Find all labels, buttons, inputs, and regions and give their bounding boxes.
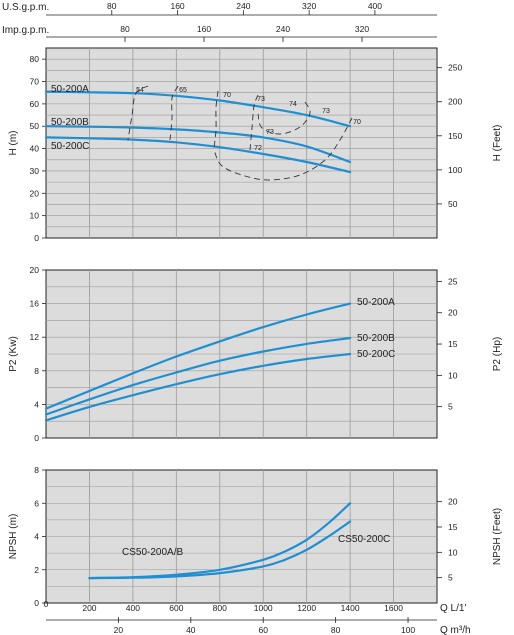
x-tick-label: 800: [213, 603, 227, 613]
efficiency-label: 65: [179, 87, 187, 94]
x-tick-label: 1200: [297, 603, 316, 613]
head-ytick-label: 70: [30, 77, 40, 87]
power-y2tick-label: 5: [448, 402, 453, 412]
impgpm-tick-label: 160: [197, 24, 211, 34]
head-ytick-label: 0: [34, 233, 39, 243]
series-label: CS50-200A/B: [122, 547, 183, 558]
power-ytick-label: 4: [34, 399, 39, 409]
usgpm-tick-label: 320: [302, 1, 316, 11]
head-y2tick-label: 100: [448, 165, 462, 175]
power-ytick-label: 20: [30, 265, 40, 275]
power-y2label: P2 (Hp): [492, 337, 503, 371]
series-label: 50-200B: [51, 117, 89, 128]
usgpm-tick-label: 80: [107, 1, 117, 11]
head-y2label: H (Feet): [492, 125, 503, 162]
efficiency-label: 70: [353, 119, 361, 126]
power-ylabel: P2 (Kw): [8, 336, 19, 372]
usgpm-axis-label: U.S.g.p.m.: [2, 2, 49, 13]
impgpm-axis-label: Imp.g.p.m.: [2, 25, 49, 36]
power-ytick-label: 8: [34, 366, 39, 376]
npsh-y2tick-label: 5: [448, 573, 453, 583]
power-y2tick-label: 20: [448, 308, 458, 318]
power-ytick-label: 16: [30, 299, 40, 309]
x-tick-label: 1400: [341, 603, 360, 613]
efficiency-contour: [213, 117, 353, 181]
efficiency-label: 54: [136, 87, 144, 94]
head-ytick-label: 10: [30, 211, 40, 221]
power-y2tick-label: 25: [448, 276, 458, 286]
x2-tick-label: 80: [331, 625, 341, 635]
impgpm-tick-label: 80: [120, 24, 130, 34]
x2-tick-label: 40: [186, 625, 196, 635]
efficiency-label: 73: [322, 108, 330, 115]
head-ylabel: H (m): [8, 131, 19, 156]
efficiency-label: 73: [266, 129, 274, 136]
power-ytick-label: 0: [34, 433, 39, 443]
efficiency-contour: [127, 85, 149, 141]
head-y2tick-label: 200: [448, 97, 462, 107]
usgpm-tick-label: 160: [170, 1, 184, 11]
npsh-ylabel: NPSH (m): [8, 514, 19, 560]
x-axis-label: Q L/1': [440, 603, 466, 614]
npsh-ytick-label: 2: [34, 565, 39, 575]
series-label: 50-200B: [357, 333, 395, 344]
npsh-ytick-label: 0: [34, 598, 39, 608]
efficiency-contour: [257, 101, 311, 135]
usgpm-tick-label: 240: [236, 1, 250, 11]
npsh-y2tick-label: 10: [448, 547, 458, 557]
head-ytick-label: 80: [30, 54, 40, 64]
head-ytick-label: 20: [30, 188, 40, 198]
series-label: 50-200A: [51, 84, 89, 95]
head-series-line: [44, 136, 352, 174]
npsh-y2tick-label: 20: [448, 497, 458, 507]
x-tick-label: 600: [169, 603, 183, 613]
efficiency-label: 73: [257, 96, 265, 103]
npsh-series-line: [88, 520, 352, 580]
efficiency-contour: [249, 94, 259, 151]
power-series-line: [44, 352, 352, 422]
head-series-line: [44, 125, 352, 164]
power-y2tick-label: 15: [448, 339, 458, 349]
head-ytick-label: 50: [30, 121, 40, 131]
head-ytick-label: 60: [30, 99, 40, 109]
npsh-ytick-label: 4: [34, 532, 39, 542]
head-ytick-label: 40: [30, 144, 40, 154]
efficiency-label: 72: [254, 145, 262, 152]
head-y2tick-label: 50: [448, 199, 458, 209]
series-label: CS50-200C: [338, 534, 390, 545]
head-ytick-label: 30: [30, 166, 40, 176]
power-series-line: [44, 302, 352, 410]
impgpm-tick-label: 240: [276, 24, 290, 34]
x-tick-label: 400: [126, 603, 140, 613]
series-label: 50-200C: [357, 349, 395, 360]
power-ytick-label: 12: [30, 332, 40, 342]
x-tick-label: 1600: [384, 603, 403, 613]
efficiency-label: 70: [223, 92, 231, 99]
npsh-y2tick-label: 15: [448, 522, 458, 532]
x2-tick-label: 20: [114, 625, 124, 635]
power-series-line: [44, 336, 352, 416]
series-label: 50-200A: [357, 297, 395, 308]
x2-tick-label: 100: [401, 625, 415, 635]
x2-axis-label: Q m³/h: [440, 625, 471, 635]
head-plot-area: [45, 47, 438, 239]
npsh-y2label: NPSH (Feet): [492, 508, 503, 565]
head-series-line: [44, 90, 352, 128]
x-tick-label: 1000: [254, 603, 273, 613]
efficiency-contour: [169, 85, 179, 141]
x-tick-label: 200: [82, 603, 96, 613]
head-y2tick-label: 250: [448, 63, 462, 73]
npsh-ytick-label: 8: [34, 465, 39, 475]
x2-tick-label: 60: [258, 625, 268, 635]
usgpm-tick-label: 400: [368, 1, 382, 11]
power-y2tick-label: 10: [448, 370, 458, 380]
impgpm-tick-label: 320: [355, 24, 369, 34]
npsh-ytick-label: 6: [34, 498, 39, 508]
x-tick-label-zero: 0: [44, 599, 49, 609]
efficiency-label: 74: [289, 101, 297, 108]
series-label: 50-200C: [51, 141, 89, 152]
head-y2tick-label: 150: [448, 131, 462, 141]
